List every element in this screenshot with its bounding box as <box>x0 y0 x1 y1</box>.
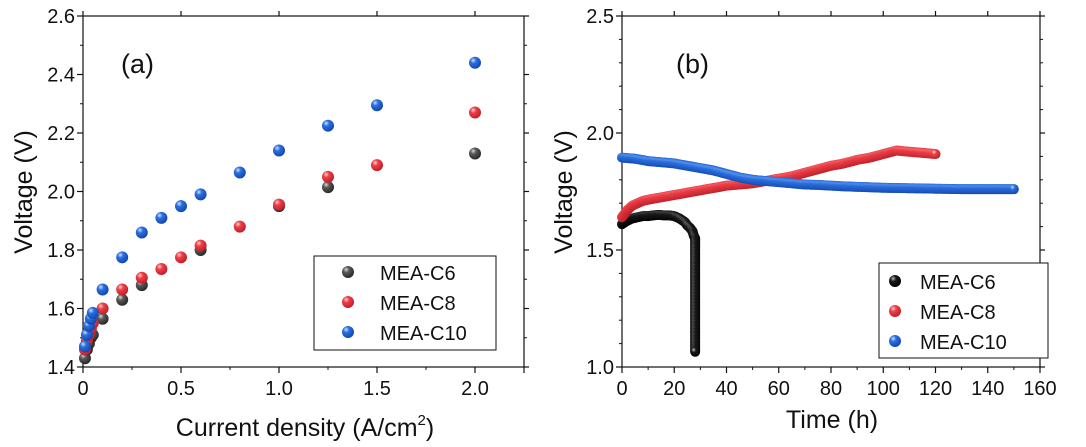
legend-marker-mea-c6 <box>889 275 901 287</box>
legend-marker-mea-c10 <box>342 326 354 338</box>
y-tick-label: 2.2 <box>47 123 75 145</box>
data-point <box>155 263 168 276</box>
x-tick-label: 60 <box>768 378 790 400</box>
data-point <box>322 119 334 132</box>
y-tick-label: 2.6 <box>47 6 75 28</box>
data-point <box>155 211 168 224</box>
y-tick-label: 1.0 <box>586 357 614 379</box>
y-tick-label: 1.4 <box>47 357 75 379</box>
x-tick-label: 100 <box>867 378 900 400</box>
tick-marks: 0 0.5 1.0 1.5 2.0 1.4 1.6 1.8 2.0 2.2 2.4 2.6 <box>47 6 529 400</box>
data-point <box>116 293 129 306</box>
data-point <box>116 251 129 264</box>
x-axis-title: Current density (A/cm2) <box>176 412 434 442</box>
data-point <box>86 306 99 319</box>
data-points <box>78 56 481 365</box>
panel-b: 0 20 40 60 80 100 120 140 160 1.0 1.5 2.0 2.5 (b) Vo… <box>550 6 1057 434</box>
panel-label: (b) <box>676 49 709 79</box>
series-mea-c6 <box>617 209 701 357</box>
data-points <box>617 145 1019 357</box>
x-tick-label: 80 <box>820 378 842 400</box>
legend-marker-mea-c10 <box>889 335 901 347</box>
data-point <box>469 106 481 119</box>
data-point <box>469 147 481 160</box>
series-mea-c8 <box>617 145 941 223</box>
x-tick-label: 140 <box>971 378 1004 400</box>
series-mea-c10 <box>78 56 481 353</box>
data-point <box>194 239 207 252</box>
data-point <box>322 170 334 183</box>
y-tick-label: 1.5 <box>586 240 614 262</box>
legend: MEA-C6 MEA-C8 MEA-C10 <box>878 262 1049 359</box>
data-point <box>233 220 246 233</box>
y-tick-label: 2.5 <box>586 6 614 28</box>
legend-label-mea-c6: MEA-C6 <box>920 272 996 294</box>
y-axis-title: Voltage (V) <box>10 130 38 254</box>
y-tick-label: 2.0 <box>47 182 75 204</box>
data-point <box>96 312 109 325</box>
legend-label-mea-c8: MEA-C8 <box>380 293 456 315</box>
tick-marks: 0 20 40 60 80 100 120 140 160 1.0 1.5 2.0 2.5 <box>586 6 1057 400</box>
x-axis-title-main: Current density (A/cm <box>176 414 418 442</box>
data-point <box>175 251 187 264</box>
y-tick-label: 2.0 <box>586 123 614 145</box>
data-point <box>135 271 148 284</box>
x-axis-title-sup: 2 <box>418 412 426 429</box>
data-point <box>273 198 285 211</box>
legend-label-mea-c10: MEA-C10 <box>920 332 1007 354</box>
data-point <box>690 346 701 357</box>
x-tick-label: 0 <box>77 378 88 400</box>
data-point <box>116 283 129 296</box>
x-tick-label: 2.0 <box>461 378 489 400</box>
panel-a: 0 0.5 1.0 1.5 2.0 1.4 1.6 1.8 2.0 2.2 2.4 2.6 (a) V… <box>10 6 529 442</box>
y-tick-label: 2.4 <box>47 65 75 87</box>
data-point <box>194 188 207 201</box>
data-point <box>322 181 334 194</box>
legend-label-mea-c8: MEA-C8 <box>920 302 996 324</box>
data-point <box>371 99 383 112</box>
x-tick-label: 1.5 <box>363 378 391 400</box>
data-point <box>96 302 109 315</box>
x-tick-label: 160 <box>1023 378 1056 400</box>
data-point <box>930 149 941 160</box>
x-axis-title: Time (h) <box>786 406 878 434</box>
data-point <box>273 144 285 157</box>
legend-marker-mea-c8 <box>342 296 354 308</box>
y-axis-title: Voltage (V) <box>550 130 578 254</box>
legend-marker-mea-c8 <box>889 305 901 317</box>
x-tick-label: 1.0 <box>265 378 293 400</box>
x-axis-title-end: ) <box>426 414 434 442</box>
x-tick-label: 40 <box>715 378 737 400</box>
data-point <box>469 56 481 69</box>
legend-marker-mea-c6 <box>342 266 354 278</box>
x-tick-label: 0 <box>616 378 627 400</box>
series-mea-c10 <box>617 152 1019 195</box>
y-tick-label: 1.6 <box>47 299 75 321</box>
panel-label: (a) <box>121 49 154 79</box>
data-point <box>175 200 187 213</box>
x-tick-label: 20 <box>663 378 685 400</box>
data-point <box>96 283 109 296</box>
data-point <box>1008 184 1019 195</box>
y-tick-label: 1.8 <box>47 240 75 262</box>
legend-box <box>878 262 1049 359</box>
data-point <box>78 340 91 353</box>
data-point <box>233 166 246 179</box>
data-point <box>135 226 148 239</box>
x-tick-label: 0.5 <box>167 378 195 400</box>
x-tick-label: 120 <box>919 378 952 400</box>
legend-label-mea-c6: MEA-C6 <box>380 263 456 285</box>
legend: MEA-C6 MEA-C8 MEA-C10 <box>313 255 497 351</box>
legend-label-mea-c10: MEA-C10 <box>380 323 467 345</box>
data-point <box>371 159 383 172</box>
